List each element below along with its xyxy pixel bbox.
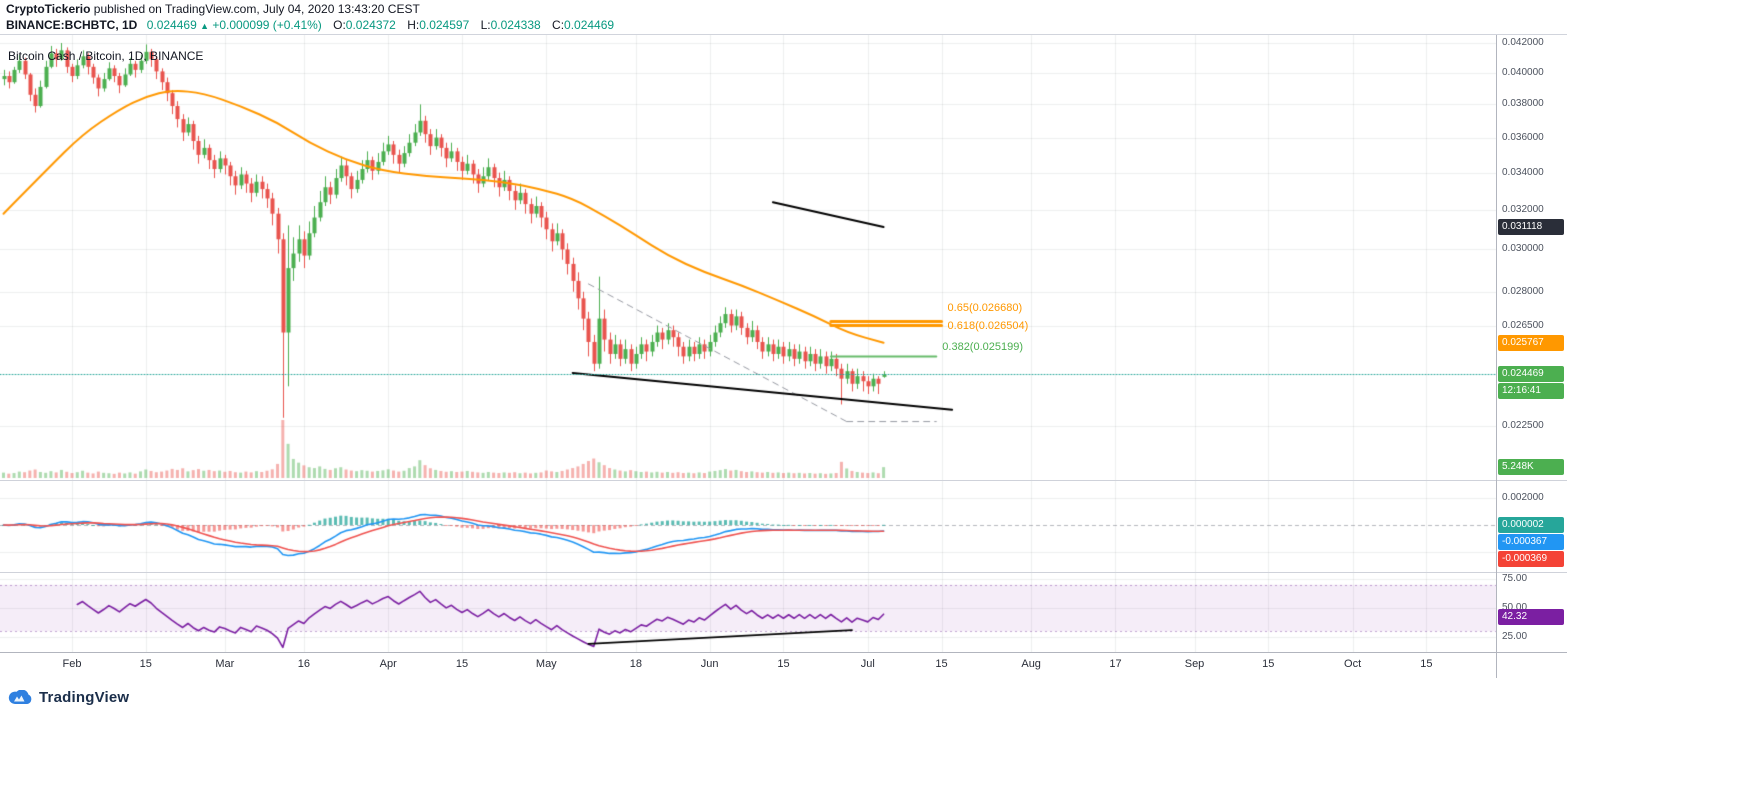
rsi-axis-label: 50.00 — [1502, 602, 1528, 613]
price-change: +0.000099 (+0.41%) — [212, 18, 322, 32]
price-axis-label: 0.040000 — [1502, 66, 1544, 78]
macd-hist-badge: 0.000002 — [1498, 517, 1564, 533]
countdown-badge: 12:16:41 — [1498, 383, 1564, 399]
time-axis-label: 15 — [1262, 658, 1275, 670]
chart-legend: Bitcoin Cash / Bitcoin, 1D, BINANCE — [8, 49, 204, 63]
last-price-badge: 0.024469 — [1498, 366, 1564, 382]
symbol-title: BINANCE:BCHBTC, 1D — [6, 18, 138, 32]
time-axis-label: Feb — [62, 658, 82, 670]
time-axis-label: 15 — [139, 658, 152, 670]
price-axis-label: 0.032000 — [1502, 203, 1544, 215]
time-axis-label: Sep — [1184, 658, 1205, 670]
rsi-value-badge: 42.32 — [1498, 609, 1564, 625]
fib-level-label: 0.618(0.026504) — [947, 320, 1029, 333]
publish-info: published on TradingView.com, July 04, 2… — [90, 2, 420, 16]
price-axis-label: 0.042000 — [1502, 37, 1544, 48]
open-label: O: — [333, 18, 346, 32]
price-axis-label: 0.022500 — [1502, 419, 1544, 431]
time-axis-label: Aug — [1021, 658, 1041, 670]
attribution-bar: CryptoTickerio published on TradingView.… — [6, 1, 420, 17]
pane-separator-rsi[interactable] — [0, 572, 1567, 573]
tradingview-wordmark: TradingView — [39, 688, 130, 706]
high-value: 0.024597 — [419, 18, 470, 32]
last-price: 0.024469 — [146, 18, 197, 32]
chart-canvas[interactable] — [0, 35, 1496, 652]
price-axis[interactable]: 0.042000 0.040000 0.038000 0.036000 0.034000… — [1496, 35, 1567, 678]
time-axis-label: 17 — [1109, 658, 1122, 670]
price-axis-label: 0.026500 — [1502, 319, 1544, 331]
open-value: 0.024372 — [345, 18, 396, 32]
low-label: L: — [480, 18, 491, 32]
macd-line-badge: -0.000367 — [1498, 534, 1564, 550]
time-axis-label: Apr — [379, 658, 397, 670]
time-axis-label: 15 — [935, 658, 948, 670]
close-label: C: — [552, 18, 565, 32]
author-name: CryptoTickerio — [6, 2, 91, 16]
time-axis-label: 18 — [629, 658, 643, 670]
tradingview-cloud-icon — [8, 689, 32, 704]
time-axis-label: 15 — [777, 658, 790, 670]
time-axis-label: Jun — [700, 658, 719, 670]
fib-level-label: 0.382(0.025199) — [942, 341, 1024, 354]
ma-price-badge: 0.025767 — [1498, 335, 1564, 351]
fib-level-label: 0.65(0.026680) — [947, 302, 1023, 315]
time-axis-label: 16 — [297, 658, 310, 670]
time-axis-label: Oct — [1344, 658, 1362, 670]
time-axis-label: Jul — [860, 658, 875, 670]
price-axis-label: 0.028000 — [1502, 285, 1544, 297]
time-axis-label: Mar — [215, 658, 235, 670]
rsi-axis-label: 75.00 — [1502, 573, 1528, 584]
price-axis-label: 0.036000 — [1502, 131, 1544, 143]
time-axis-label: May — [535, 658, 557, 670]
trendline-price-badge: 0.031118 — [1498, 219, 1564, 235]
macd-axis-label: 0.002000 — [1502, 492, 1544, 503]
price-axis-label: 0.030000 — [1502, 243, 1544, 255]
price-axis-label: 0.038000 — [1502, 98, 1544, 110]
time-axis-label: 15 — [455, 658, 469, 670]
change-arrow-icon: ▲ — [200, 21, 210, 31]
price-axis-label: 0.034000 — [1502, 166, 1544, 178]
volume-badge: 5.248K — [1498, 459, 1564, 475]
high-label: H: — [407, 18, 420, 32]
symbol-info-bar: BINANCE:BCHBTC, 1D 0.024469 ▲ +0.000099 … — [6, 17, 614, 33]
chart-area: Bitcoin Cash / Bitcoin, 1D, BINANCE 0.04… — [0, 34, 1567, 678]
time-axis-label: 15 — [1420, 658, 1433, 670]
rsi-axis-label: 25.00 — [1502, 631, 1528, 642]
close-value: 0.024469 — [564, 18, 615, 32]
macd-signal-badge: -0.000369 — [1498, 551, 1564, 567]
time-axis[interactable]: Feb 15 Mar 16 Apr 15 May 18 Jun 15 Jul 15 Aug 17 Sep 15… — [0, 652, 1567, 678]
footer: TradingView — [8, 684, 129, 710]
low-value: 0.024338 — [490, 18, 541, 32]
pane-separator-macd[interactable] — [0, 480, 1567, 481]
tradingview-logo[interactable]: TradingView — [8, 689, 129, 706]
